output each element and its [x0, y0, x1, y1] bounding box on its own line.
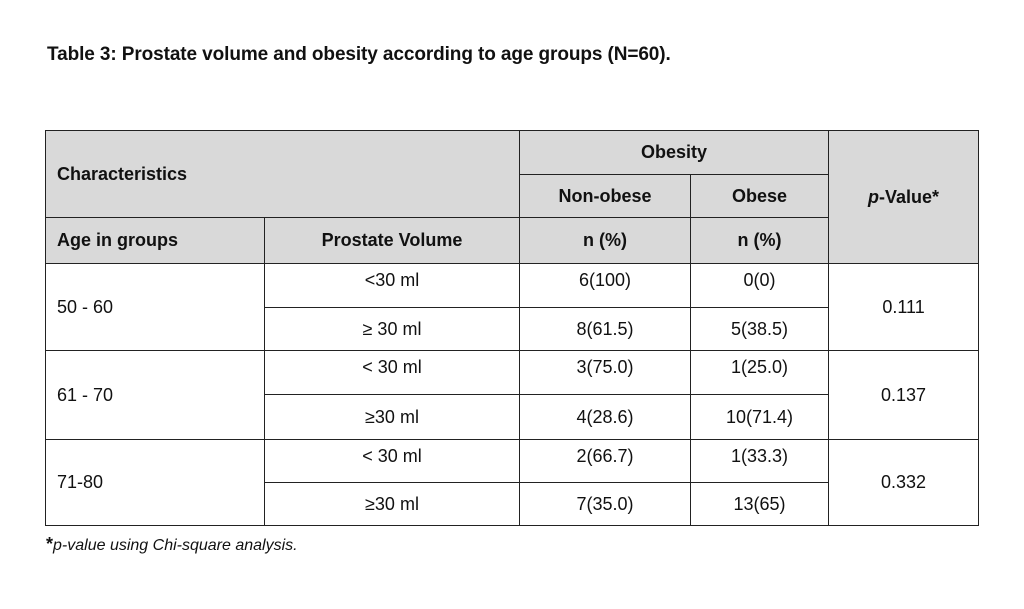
obese-cell: 13(65): [690, 482, 830, 526]
obese-cell: 5(38.5): [690, 307, 830, 351]
header-obesity: Obesity: [519, 130, 830, 175]
data-table: Characteristics Obesity p-Value* Non-obe…: [44, 130, 980, 526]
header-obese: Obese: [690, 174, 830, 218]
table-row: ≥30 ml 7(35.0) 13(65): [46, 482, 979, 526]
obese-cell: 0(0): [690, 263, 830, 308]
age-group-cell: 50 - 60: [45, 263, 265, 351]
volume-cell: ≥30 ml: [263, 482, 521, 526]
non-obese-cell: 8(61.5): [519, 307, 692, 351]
volume-cell: ≥ 30 ml: [263, 307, 521, 351]
volume-cell: <30 ml: [263, 263, 521, 308]
header-p-value-italic: p: [868, 186, 879, 207]
non-obese-cell: 2(66.7): [519, 439, 692, 483]
non-obese-cell: 6(100): [519, 263, 692, 308]
age-group-cell: 61 - 70: [45, 350, 265, 440]
table-row: ≥30 ml 4(28.6) 10(71.4): [46, 394, 979, 440]
table-row: 50 - 60 <30 ml 6(100) 0(0) 0.111: [45, 263, 980, 351]
p-value-cell: 0.137: [828, 350, 980, 440]
footnote-star: *: [46, 534, 54, 554]
volume-cell: ≥30 ml: [263, 394, 521, 440]
header-characteristics: Characteristics: [44, 130, 521, 218]
table-row: 61 - 70 < 30 ml 3(75.0) 1(25.0) 0.137: [45, 350, 980, 440]
volume-cell: < 30 ml: [263, 350, 521, 395]
p-value-cell: 0.111: [828, 263, 980, 351]
header-prostate-volume: Prostate Volume: [263, 217, 521, 264]
obese-cell: 10(71.4): [690, 394, 830, 440]
p-value-cell: 0.332: [828, 439, 980, 526]
header-non-obese: Non-obese: [519, 174, 692, 218]
non-obese-cell: 4(28.6): [519, 394, 692, 440]
footnote: *p-value using Chi-square analysis.: [46, 534, 298, 555]
header-p-value: p-Value*: [828, 130, 980, 264]
obese-cell: 1(33.3): [690, 439, 830, 483]
header-n-pct-obese: n (%): [690, 217, 830, 264]
table-row: 71-80 < 30 ml 2(66.7) 1(33.3) 0.332: [45, 439, 980, 526]
obese-cell: 1(25.0): [690, 350, 830, 395]
non-obese-cell: 3(75.0): [519, 350, 692, 395]
header-age-in-groups: Age in groups: [45, 217, 265, 264]
age-group-cell: 71-80: [45, 439, 265, 526]
header-n-pct-non-obese: n (%): [519, 217, 692, 264]
volume-cell: < 30 ml: [263, 439, 521, 483]
table-row: ≥ 30 ml 8(61.5) 5(38.5): [46, 307, 979, 351]
header-p-value-rest: -Value*: [879, 186, 940, 207]
non-obese-cell: 7(35.0): [519, 482, 692, 526]
footnote-text: p-value using Chi-square analysis.: [53, 537, 298, 554]
table-title: Table 3: Prostate volume and obesity acc…: [47, 44, 671, 65]
